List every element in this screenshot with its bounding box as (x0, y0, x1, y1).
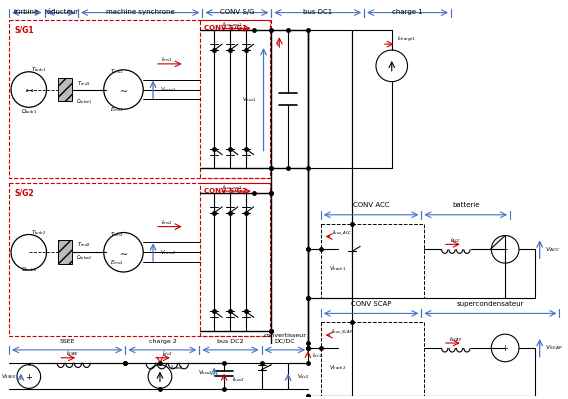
Text: charge 2: charge 2 (149, 339, 176, 344)
Text: $I_{bus2}$: $I_{bus2}$ (232, 375, 245, 384)
Text: S/G2: S/G2 (15, 188, 35, 197)
Text: $I_{ms1}$: $I_{ms1}$ (161, 55, 173, 64)
Text: CONV S/G1: CONV S/G1 (204, 26, 247, 32)
Bar (201, 183, 272, 336)
Text: $V_{bus2}$: $V_{bus2}$ (198, 368, 212, 377)
Text: $\sim$: $\sim$ (118, 247, 129, 257)
Text: réducteur: réducteur (44, 9, 78, 15)
Text: $\Omega_{turb2}$: $\Omega_{turb2}$ (20, 266, 37, 275)
Text: $I_{ms2}$: $I_{ms2}$ (161, 218, 173, 227)
Text: supercondensateur: supercondensateur (457, 300, 524, 306)
Text: $I_{bus\_SCAP}$: $I_{bus\_SCAP}$ (331, 327, 354, 336)
Text: $T_{red1}$: $T_{red1}$ (77, 79, 91, 88)
Text: batterie: batterie (452, 202, 479, 208)
Text: $T_{ms1}$: $T_{ms1}$ (110, 67, 123, 76)
Text: $V_{hach1}$: $V_{hach1}$ (329, 265, 346, 273)
Text: $I_{bus\_ACC}$: $I_{bus\_ACC}$ (332, 228, 353, 237)
Text: $I_{SCAP}$: $I_{SCAP}$ (449, 335, 463, 344)
Text: machine synchrone: machine synchrone (106, 9, 174, 15)
Text: CONV SCAP: CONV SCAP (351, 300, 391, 306)
Text: $T_{turb1}$: $T_{turb1}$ (31, 65, 47, 74)
Text: $I_{SSEE}$: $I_{SSEE}$ (66, 350, 80, 358)
Text: $I_{ACC}$: $I_{ACC}$ (450, 236, 462, 245)
Text: $\circ\!\!\!\!-\!\!\!\!\circ$: $\circ\!\!\!\!-\!\!\!\!\circ$ (23, 87, 34, 93)
Text: $I_c$: $I_c$ (277, 40, 282, 49)
Text: $I_{dc2}$: $I_{dc2}$ (162, 350, 172, 358)
Text: $+$: $+$ (501, 343, 509, 353)
Bar (59, 241, 72, 264)
Text: $T_{turb2}$: $T_{turb2}$ (31, 228, 47, 237)
Text: $I_{dc1}$: $I_{dc1}$ (312, 352, 322, 360)
Text: $V_{hach2}$: $V_{hach2}$ (329, 363, 346, 372)
Text: $E_{ms2}$: $E_{ms2}$ (110, 258, 123, 267)
Text: convertisseur
DC/DC: convertisseur DC/DC (264, 333, 306, 344)
Bar (321, 224, 424, 298)
Text: $T_{red2}$: $T_{red2}$ (77, 240, 91, 249)
Text: $T_{sm2}$: $T_{sm2}$ (110, 230, 123, 239)
Text: turbine: turbine (14, 9, 39, 15)
Text: charge 1: charge 1 (392, 9, 423, 15)
Bar (9, 183, 270, 336)
Bar (59, 78, 72, 101)
Bar (321, 322, 424, 396)
Text: $V_{ACC}$: $V_{ACC}$ (545, 245, 560, 254)
Text: $I_{bus\_ms1}$: $I_{bus\_ms1}$ (222, 20, 242, 29)
Text: $I_{charge1}$: $I_{charge1}$ (396, 35, 416, 45)
Text: CONV S/G: CONV S/G (220, 9, 254, 15)
Text: $V_{SSEE}$: $V_{SSEE}$ (2, 372, 17, 381)
Bar (9, 20, 270, 178)
Text: $\Omega_{arbre2}$: $\Omega_{arbre2}$ (76, 253, 93, 262)
Text: $V_{conv2}$: $V_{conv2}$ (160, 248, 177, 257)
Text: bus DC1: bus DC1 (303, 9, 332, 15)
Text: CONV ACC: CONV ACC (353, 202, 389, 208)
Text: $V_{conv1}$: $V_{conv1}$ (160, 85, 177, 94)
Text: $E_{ms1}$: $E_{ms1}$ (110, 105, 123, 114)
Text: $+$: $+$ (501, 244, 509, 254)
Text: bus DC2: bus DC2 (217, 339, 244, 344)
Text: $\sim$: $\sim$ (118, 85, 129, 95)
Text: $I_{load2}$: $I_{load2}$ (170, 363, 184, 372)
Bar (201, 20, 272, 178)
Text: SSEE: SSEE (60, 339, 75, 344)
Text: $V_{bus1}$: $V_{bus1}$ (242, 95, 257, 104)
Text: $I_{bus\_ms2}$: $I_{bus\_ms2}$ (222, 183, 242, 192)
Text: $\Omega_{arbre1}$: $\Omega_{arbre1}$ (76, 97, 93, 106)
Text: $+$: $+$ (25, 371, 33, 381)
Text: S/G1: S/G1 (15, 26, 35, 34)
Text: $V_{dc2}$: $V_{dc2}$ (297, 372, 310, 381)
Text: CONV S/G2: CONV S/G2 (204, 188, 247, 194)
Text: $\Omega_{turb1}$: $\Omega_{turb1}$ (20, 107, 37, 116)
Text: $V_{SCAP}$: $V_{SCAP}$ (545, 344, 562, 352)
